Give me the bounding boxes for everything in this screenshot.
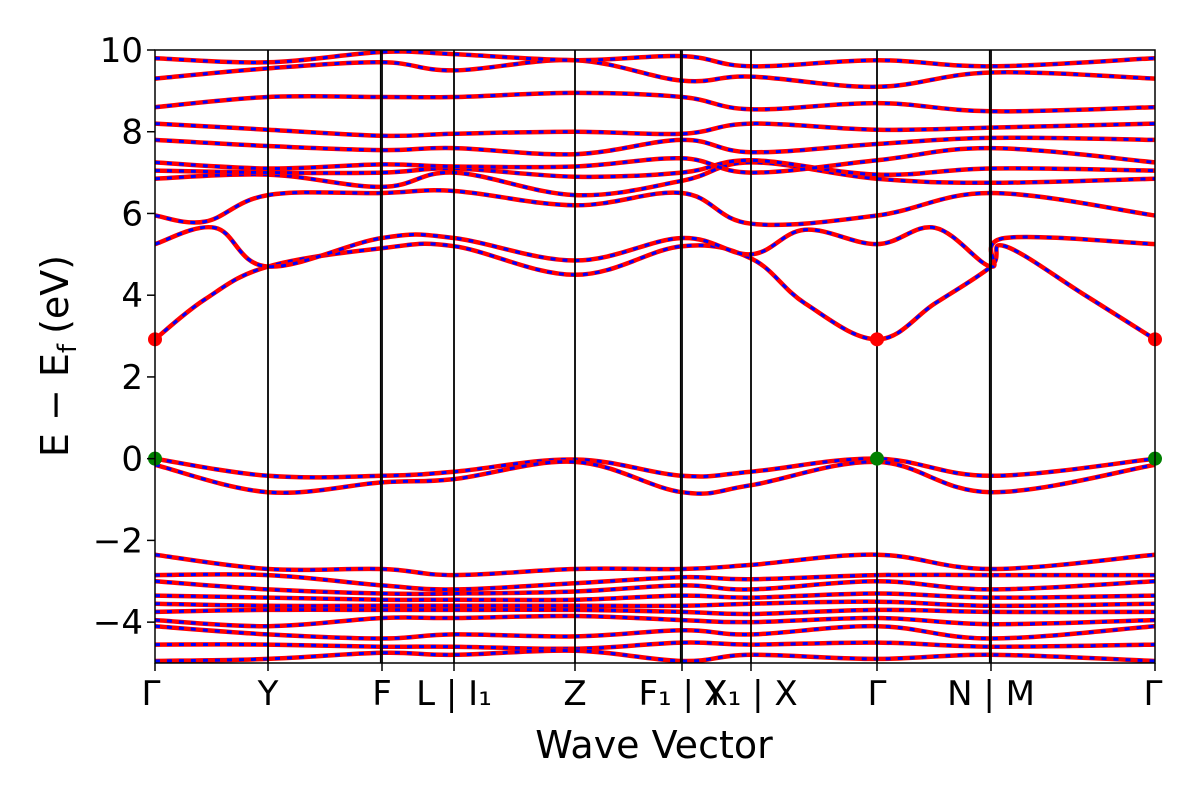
plot-frame [154,49,1156,664]
kpoint-label-5: F₁ | Y [638,674,725,714]
band-vb1-spin-down [155,457,1155,479]
kpoint-label-8: N | M [947,674,1035,714]
band-cb1-spin-up [155,241,1155,342]
band-cb11-spin-up [155,50,1155,69]
band-db5-spin-up [155,599,1155,609]
band-db1-spin-up [155,552,1155,578]
y-tick-label-1: −2 [93,521,143,561]
y-axis-label-unit: (eV) [33,255,77,334]
y-axis-label-main: E − E [33,353,77,457]
band-db10-spin-down [155,649,1155,663]
y-tick-label-4: 4 [121,276,143,316]
band-vb1-spin-up [155,456,1155,480]
band-db9-spin-up [155,640,1155,652]
kpoint-label-9: Γ [1144,674,1163,714]
markers-layer [148,332,1162,466]
kpoint-label-7: Γ [868,674,887,714]
band-db7-spin-up [155,613,1155,629]
band-db3-spin-up [155,579,1155,597]
y-axis-label-sub: f [53,343,83,353]
band-cb6-spin-down [155,146,1155,175]
band-db7-spin-down [155,614,1155,628]
band-cb7-spin-up [155,135,1155,157]
kpoint-label-2: F [372,674,392,714]
band-db4-spin-up [155,591,1155,603]
band-cb3-spin-down [155,188,1155,227]
band-cb4-spin-down [155,160,1155,197]
y-tick-label-3: 2 [121,358,143,398]
band-cb10-spin-up [155,57,1155,90]
y-ticks-layer: −4 −2 0 2 4 6 8 10 [93,31,155,643]
y-tick-label-0: −4 [93,603,143,643]
kpoint-label-3: L | I₁ [416,674,492,714]
marker-cbm-1 [870,332,884,347]
y-axis-label: E − Ef (eV) [33,255,83,457]
kpoint-label-1: Y [257,674,279,714]
y-tick-label-2: 0 [121,440,143,480]
band-db5-spin-down [155,600,1155,608]
band-db10-spin-up [155,648,1155,663]
y-tick-label-7: 10 [100,31,143,71]
band-cb5-spin-down [155,158,1155,179]
band-db9-spin-down [155,640,1155,651]
marker-vbm-4 [870,451,884,466]
band-cb7-spin-down [155,136,1155,156]
band-cb8-spin-up [155,121,1155,139]
band-cb9-spin-up [155,90,1155,114]
kpoint-lines-layer [267,50,992,663]
band-db4-spin-down [155,591,1155,602]
kpoint-labels-layer: Γ Y F L | I₁ Z F₁ | YX₁ | X Γ N | M Γ [142,663,1163,714]
y-tick-label-5: 6 [121,194,143,234]
kpoint-label-6: X₁ | X [704,674,797,714]
kpoint-label-4: Z [563,674,586,714]
band-vb2-spin-up [155,459,1155,496]
band-db8-spin-up [155,623,1155,641]
band-cb3-spin-up [155,188,1155,228]
bands-layer [155,50,1155,663]
kpoint-label-0: Γ [142,674,161,714]
x-axis-label: Wave Vector [535,723,773,767]
band-db6-spin-up [155,607,1155,617]
band-db6-spin-down [155,608,1155,616]
band-db2-spin-down [155,572,1155,591]
y-tick-label-6: 8 [121,113,143,153]
